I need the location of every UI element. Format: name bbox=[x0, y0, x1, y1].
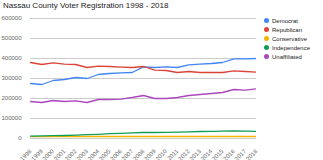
html-text:Conservative: Conservative bbox=[272, 35, 307, 42]
html-text:Unaffiliated: Unaffiliated bbox=[272, 53, 302, 60]
svg-text:500000: 500000 bbox=[1, 35, 22, 41]
svg-text:600000: 600000 bbox=[1, 15, 22, 21]
svg-text:200000: 200000 bbox=[1, 95, 22, 101]
svg-text:0: 0 bbox=[18, 135, 22, 141]
svg-text:2018: 2018 bbox=[245, 148, 259, 160]
svg-text:100000: 100000 bbox=[1, 115, 22, 121]
svg-text:300000: 300000 bbox=[1, 75, 22, 81]
svg-text:400000: 400000 bbox=[1, 55, 22, 61]
html-text:Independence: Independence bbox=[272, 44, 310, 51]
html-text:Republican: Republican bbox=[272, 26, 302, 33]
html-text:Nassau County Voter Registrati: Nassau County Voter Registration 1998 - … bbox=[3, 1, 169, 10]
html-text:Democrat: Democrat bbox=[272, 17, 298, 24]
